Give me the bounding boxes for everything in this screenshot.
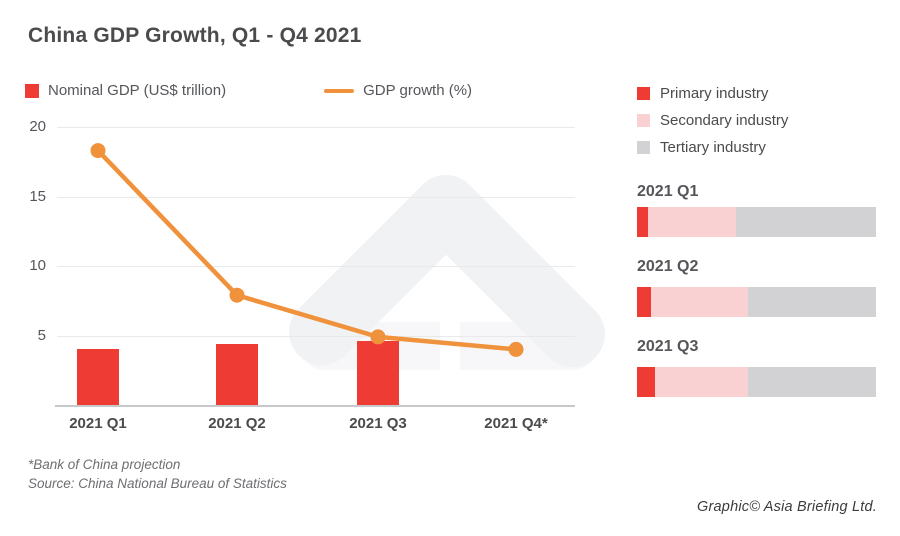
chart-title: China GDP Growth, Q1 - Q4 2021 — [28, 24, 362, 47]
nominal-gdp-bar-2021-q1 — [77, 349, 119, 405]
legend-row-primary: Primary industry — [637, 80, 788, 107]
gridline-10 — [57, 266, 575, 267]
primary-industry-label: Primary industry — [660, 85, 769, 102]
primary-industry-segment-2021-q3 — [637, 367, 655, 397]
footnote-projection: *Bank of China projection — [28, 457, 181, 472]
nominal-gdp-legend-label: Nominal GDP (US$ trillion) — [48, 82, 227, 99]
combo-chart-legend: Nominal GDP (US$ trillion) GDP growth (%… — [25, 82, 472, 99]
gridline-5 — [57, 335, 575, 337]
gridline-15 — [57, 196, 575, 198]
legend-row-tertiary: Tertiary industry — [637, 134, 788, 161]
gdp-growth-line — [95, 148, 519, 352]
y-axis-tick-10: 10 — [29, 257, 46, 274]
y-axis-tick-5: 5 — [37, 326, 46, 344]
primary-industry-segment-2021-q1 — [637, 207, 648, 237]
secondary-industry-segment-2021-q2 — [651, 287, 748, 317]
secondary-industry-swatch-icon — [637, 114, 650, 127]
stacked-bar-2021-q2 — [637, 287, 876, 317]
x-axis-label-2021-q1: 2021 Q1 — [69, 415, 127, 432]
nominal-gdp-bar-2021-q2 — [216, 343, 258, 405]
stacked-bar-heading-2021-q1: 2021 Q1 — [637, 183, 699, 200]
legend-row-secondary: Secondary industry — [637, 107, 788, 134]
y-axis-tick-20: 20 — [29, 118, 46, 135]
watermark-band-left — [300, 322, 440, 370]
footnotes: *Bank of China projection Source: China … — [28, 455, 287, 493]
primary-industry-segment-2021-q2 — [637, 287, 652, 317]
industry-legend: Primary industry Secondary industry Tert… — [637, 80, 788, 161]
x-axis-baseline — [55, 405, 575, 407]
tertiary-industry-segment-2021-q3 — [748, 367, 876, 397]
gdp-growth-point-2021-q3 — [370, 329, 386, 345]
gridline-20 — [57, 127, 575, 128]
gdp-growth-point-2021-q1 — [90, 143, 106, 159]
primary-industry-swatch-icon — [637, 87, 650, 100]
y-axis-tick-15: 15 — [29, 187, 46, 205]
stacked-bar-2021-q1 — [637, 207, 876, 237]
gdp-growth-point-2021-q2 — [229, 287, 245, 303]
x-axis-label-2021-q2: 2021 Q2 — [208, 415, 266, 432]
secondary-industry-segment-2021-q1 — [647, 207, 736, 237]
x-axis-label-2021-q4: 2021 Q4* — [484, 415, 548, 432]
x-axis-label-2021-q3: 2021 Q3 — [349, 415, 407, 432]
tertiary-industry-segment-2021-q1 — [735, 207, 876, 237]
watermark-band-right — [460, 322, 597, 370]
stacked-bar-heading-2021-q2: 2021 Q2 — [637, 258, 699, 275]
graphic-credit: Graphic© Asia Briefing Ltd. — [697, 499, 877, 515]
tertiary-industry-label: Tertiary industry — [660, 139, 766, 156]
secondary-industry-label: Secondary industry — [660, 112, 789, 129]
nominal-gdp-bar-2021-q3 — [357, 341, 399, 405]
gdp-growth-legend-label: GDP growth (%) — [363, 82, 473, 99]
gdp-growth-point-2021-q4 — [508, 341, 524, 357]
tertiary-industry-segment-2021-q2 — [747, 287, 876, 317]
watermark-chevron — [289, 175, 605, 367]
stacked-bar-heading-2021-q3: 2021 Q3 — [637, 338, 699, 355]
stacked-bar-2021-q3 — [637, 367, 876, 397]
nominal-gdp-legend-swatch-icon — [25, 83, 39, 98]
tertiary-industry-swatch-icon — [637, 141, 650, 154]
gdp-growth-legend-line-icon — [324, 88, 355, 93]
secondary-industry-segment-2021-q3 — [654, 367, 749, 397]
footnote-source: Source: China National Bureau of Statist… — [28, 476, 287, 491]
